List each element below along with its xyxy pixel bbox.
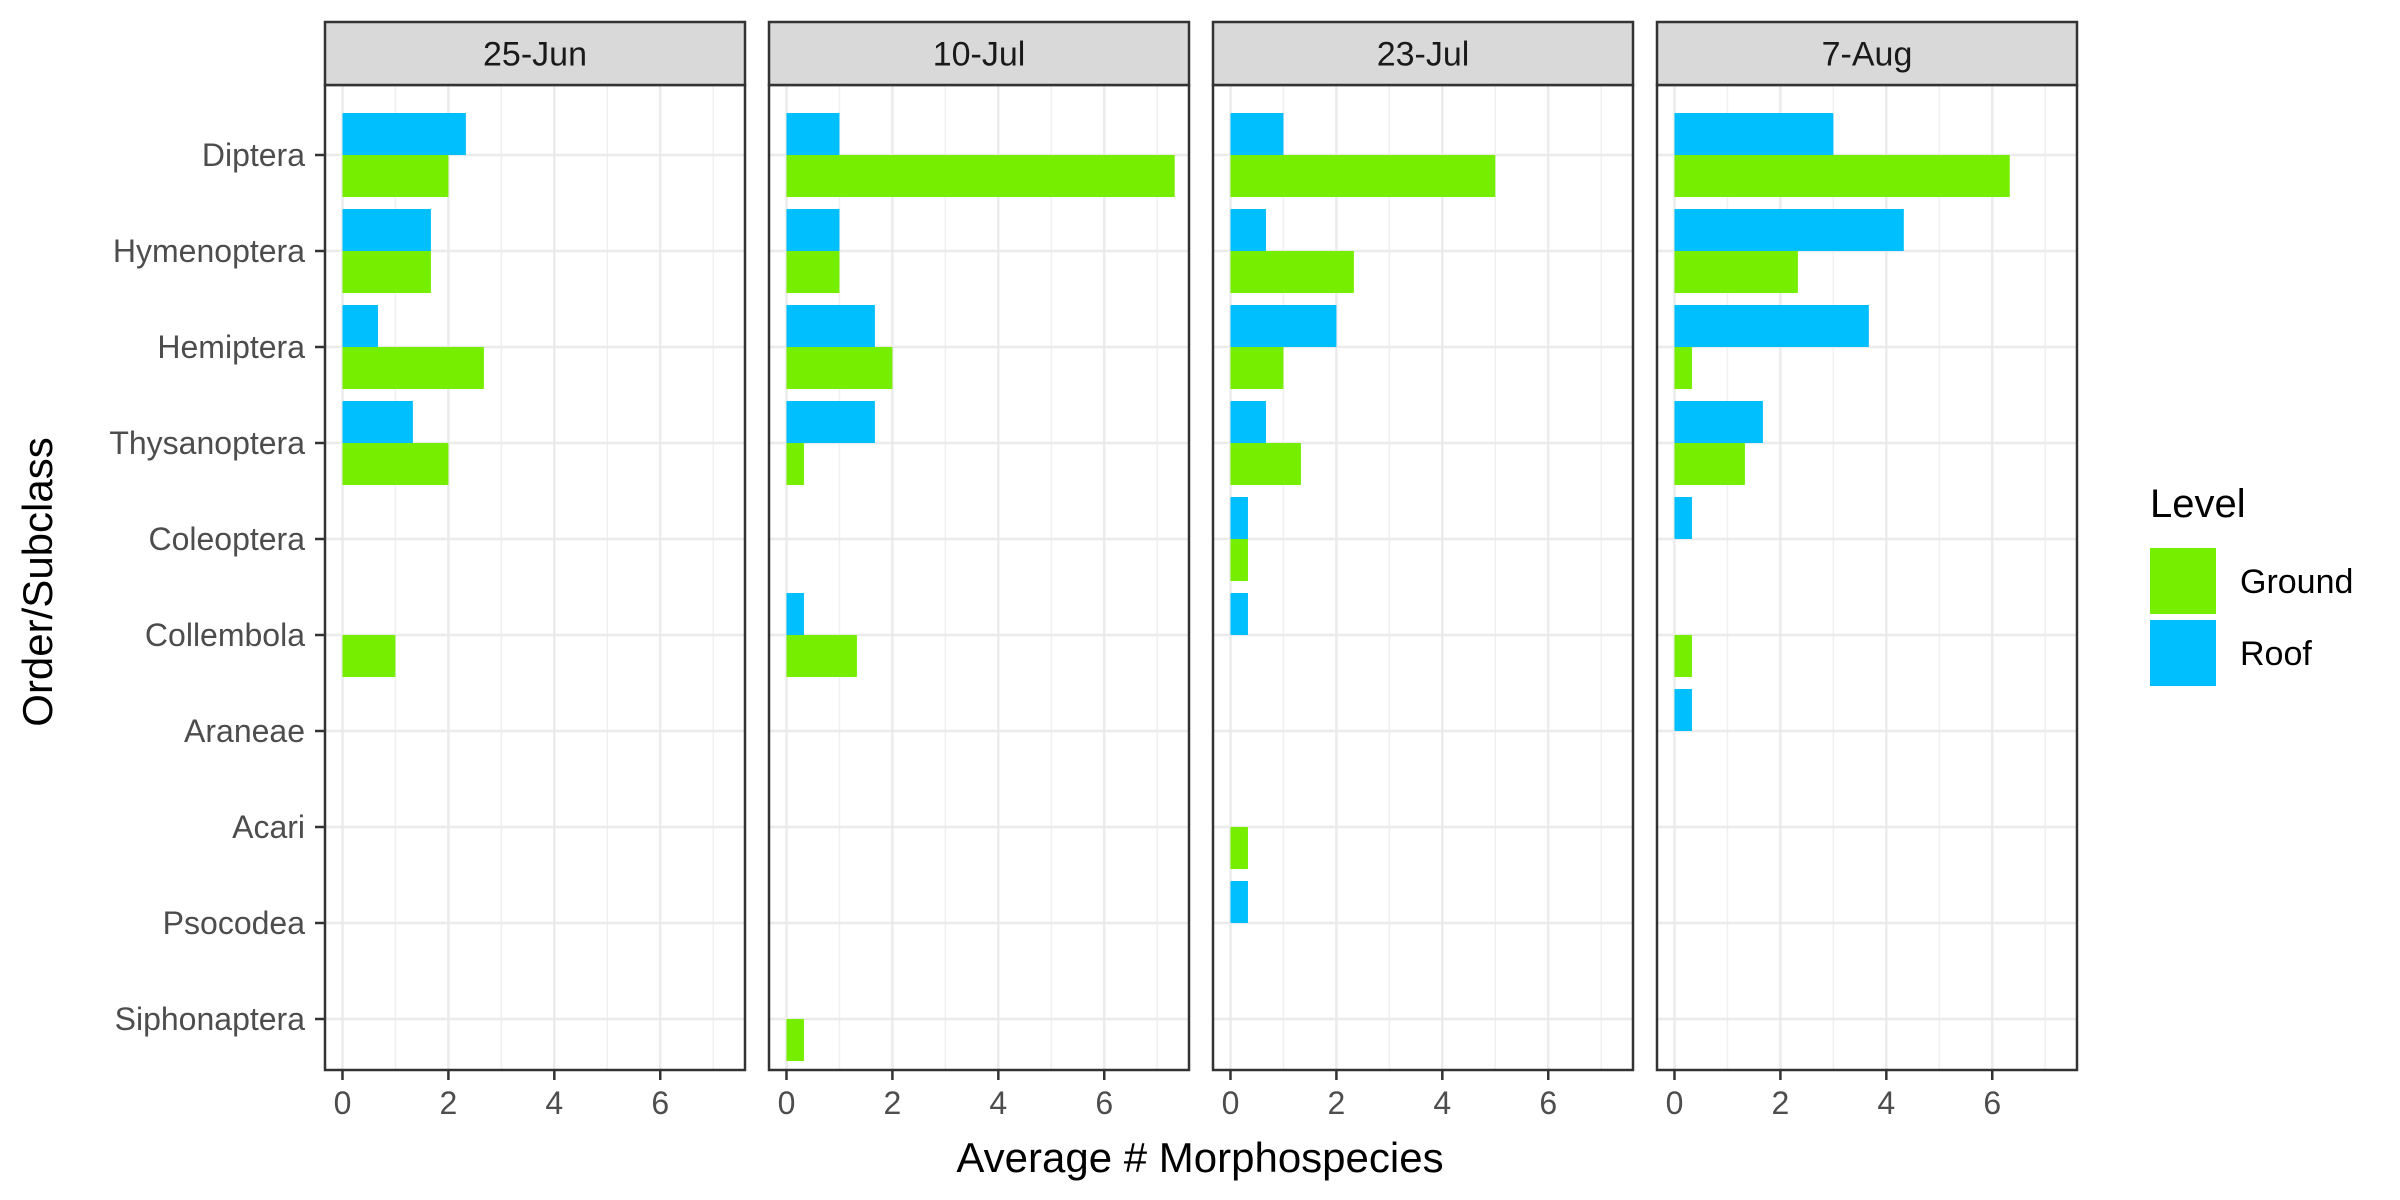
bar-ground-hymenoptera <box>1230 251 1354 293</box>
bar-roof-araneae <box>1674 689 1692 731</box>
bar-ground-collembola <box>1674 635 1692 677</box>
x-tick-label: 4 <box>1433 1085 1451 1121</box>
y-tick-label-acari: Acari <box>232 809 305 845</box>
facet-strip <box>1211 20 1635 87</box>
x-tick-label: 4 <box>545 1085 563 1121</box>
bar-roof-hemiptera <box>786 305 875 347</box>
bar-ground-siphonaptera <box>786 1019 804 1061</box>
bar-roof-thysanoptera <box>1230 401 1266 443</box>
bar-roof-collembola <box>786 593 804 635</box>
bar-roof-collembola <box>1230 593 1248 635</box>
bar-ground-diptera <box>1230 155 1496 197</box>
x-tick-label: 6 <box>1539 1085 1557 1121</box>
bar-roof-coleoptera <box>1230 497 1248 539</box>
y-axis-title: Order/Subclass <box>14 437 61 726</box>
facet-strip-label: 10-Jul <box>933 36 1026 74</box>
bar-roof-diptera <box>342 113 466 155</box>
bar-ground-diptera <box>342 155 449 197</box>
legend-title: Level <box>2150 482 2246 526</box>
bar-ground-coleoptera <box>1230 539 1248 581</box>
bar-ground-acari <box>1230 827 1248 869</box>
y-axis-tick-labels: Diptera Hymenoptera Hemiptera Thysanoptera C… <box>109 137 325 1037</box>
y-tick-label-hemiptera: Hemiptera <box>157 329 305 365</box>
bar-roof-diptera <box>1674 113 1834 155</box>
facet-strip <box>1655 20 2079 87</box>
x-tick-label: 2 <box>1328 1085 1346 1121</box>
legend: Level Ground Roof <box>2150 482 2353 686</box>
bar-roof-thysanoptera <box>342 401 413 443</box>
bar-roof-hemiptera <box>342 305 378 347</box>
y-tick-label-araneae: Araneae <box>184 713 305 749</box>
y-tick-label-coleoptera: Coleoptera <box>148 521 305 557</box>
bar-ground-hymenoptera <box>1674 251 1798 293</box>
bar-ground-collembola <box>342 635 396 677</box>
x-tick-label: 4 <box>1877 1085 1895 1121</box>
facet-strip-label: 23-Jul <box>1377 36 1470 74</box>
bar-ground-hemiptera <box>786 347 893 389</box>
bar-ground-hemiptera <box>1230 347 1284 389</box>
bar-roof-hymenoptera <box>342 209 431 251</box>
facet-strip <box>767 20 1191 87</box>
bar-roof-psocodea <box>1230 881 1248 923</box>
bar-ground-thysanoptera <box>342 443 449 485</box>
legend-key-ground <box>2150 548 2216 614</box>
panel-10-jul: 10-Jul 0 2 4 6 <box>767 20 1191 1121</box>
bar-roof-coleoptera <box>1674 497 1692 539</box>
y-tick-label-thysanoptera: Thysanoptera <box>109 425 305 461</box>
bar-ground-hemiptera <box>1674 347 1692 389</box>
x-tick-label: 6 <box>651 1085 669 1121</box>
bar-roof-thysanoptera <box>786 401 875 443</box>
legend-label-ground: Ground <box>2240 563 2353 601</box>
y-tick-label-psocodea: Psocodea <box>163 905 306 941</box>
x-tick-label: 0 <box>334 1085 352 1121</box>
x-tick-label: 0 <box>778 1085 796 1121</box>
x-tick-label: 2 <box>440 1085 458 1121</box>
y-tick-label-diptera: Diptera <box>202 137 305 173</box>
facet-strip-label: 7-Aug <box>1822 36 1913 74</box>
x-tick-label: 0 <box>1666 1085 1684 1121</box>
bar-ground-hymenoptera <box>342 251 431 293</box>
bar-roof-hymenoptera <box>1674 209 1904 251</box>
bar-roof-hemiptera <box>1674 305 1869 347</box>
bar-roof-hymenoptera <box>786 209 840 251</box>
x-tick-label: 2 <box>884 1085 902 1121</box>
bar-roof-hymenoptera <box>1230 209 1266 251</box>
facet-strip-label: 25-Jun <box>483 36 587 74</box>
bar-ground-hymenoptera <box>786 251 840 293</box>
bar-ground-diptera <box>1674 155 2010 197</box>
x-tick-label: 2 <box>1772 1085 1790 1121</box>
bar-roof-diptera <box>786 113 840 155</box>
panel-23-jul: 23-Jul 0 2 4 6 <box>1211 20 1635 1121</box>
x-axis-title: Average # Morphospecies <box>956 1134 1443 1181</box>
legend-key-roof <box>2150 620 2216 686</box>
bar-roof-diptera <box>1230 113 1284 155</box>
y-tick-label-hymenoptera: Hymenoptera <box>113 233 305 269</box>
bar-ground-thysanoptera <box>1230 443 1301 485</box>
facet-panels: 25-Jun 0 2 4 6 10-Jul 0 2 4 6 23-Jul 0 2 4 6 7-Aug 0 2 4 6 <box>323 20 2079 1121</box>
x-tick-label: 6 <box>1095 1085 1113 1121</box>
panel-7-aug: 7-Aug 0 2 4 6 <box>1655 20 2079 1121</box>
x-tick-label: 4 <box>989 1085 1007 1121</box>
bar-ground-hemiptera <box>342 347 484 389</box>
legend-label-roof: Roof <box>2240 635 2312 673</box>
bar-ground-thysanoptera <box>1674 443 1745 485</box>
y-tick-label-siphonaptera: Siphonaptera <box>115 1001 306 1037</box>
bar-roof-thysanoptera <box>1674 401 1763 443</box>
bar-ground-collembola <box>786 635 857 677</box>
y-tick-label-collembola: Collembola <box>145 617 305 653</box>
bar-roof-hemiptera <box>1230 305 1337 347</box>
bar-ground-thysanoptera <box>786 443 804 485</box>
x-tick-label: 6 <box>1983 1085 2001 1121</box>
x-tick-label: 0 <box>1222 1085 1240 1121</box>
panel-25-jun: 25-Jun 0 2 4 6 <box>323 20 747 1121</box>
facet-strip <box>323 20 747 87</box>
bar-ground-diptera <box>786 155 1175 197</box>
